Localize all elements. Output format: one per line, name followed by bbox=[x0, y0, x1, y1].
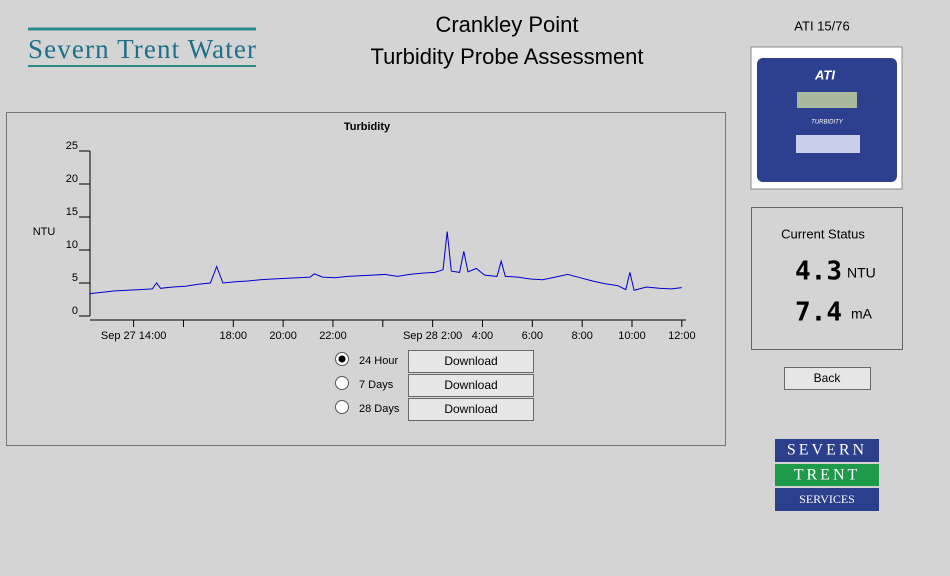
device-lcd bbox=[797, 92, 857, 108]
footer-logo-line: TRENT bbox=[794, 467, 861, 484]
radio-label[interactable]: 7 Days bbox=[359, 379, 394, 391]
page-title: Crankley Point bbox=[435, 12, 578, 37]
device-id: ATI 15/76 bbox=[794, 18, 849, 33]
download-button-label[interactable]: Download bbox=[444, 402, 497, 416]
back-button-label[interactable]: Back bbox=[814, 371, 842, 385]
device-label: TURBIDITY bbox=[811, 120, 844, 126]
download-button-face[interactable] bbox=[408, 398, 534, 421]
x-tick-label: 20:00 bbox=[269, 330, 297, 342]
ma-unit: mA bbox=[851, 306, 873, 322]
footer-logo-band bbox=[775, 488, 879, 511]
y-tick-label: 0 bbox=[72, 305, 78, 317]
ma-value: 7.4 bbox=[795, 298, 842, 328]
x-tick-label: 8:00 bbox=[571, 330, 592, 342]
turbidity-line bbox=[89, 231, 682, 295]
footer-logo-band bbox=[775, 439, 879, 462]
y-tick-label: 20 bbox=[66, 173, 78, 185]
y-tick-label: 15 bbox=[66, 206, 78, 218]
download-button-label[interactable]: Download bbox=[444, 354, 497, 368]
y-tick-label: 10 bbox=[66, 239, 78, 251]
ntu-unit: NTU bbox=[847, 265, 876, 281]
chart-title: Turbidity bbox=[344, 121, 391, 133]
ntu-value: 4.3 bbox=[795, 257, 842, 287]
download-button[interactable]: Download bbox=[408, 398, 534, 421]
download-button-face[interactable] bbox=[408, 350, 534, 373]
x-tick-label: 10:00 bbox=[618, 330, 646, 342]
page-subtitle: Turbidity Probe Assessment bbox=[370, 44, 643, 69]
download-button[interactable]: Download bbox=[408, 350, 534, 373]
footer-logo-line: SEVERN bbox=[787, 442, 867, 459]
device-body bbox=[757, 58, 897, 182]
logo: Severn Trent Water bbox=[28, 34, 256, 64]
footer-logo-band bbox=[775, 464, 879, 486]
back-button-face[interactable] bbox=[784, 367, 871, 390]
x-tick-label: 22:00 bbox=[319, 330, 347, 342]
x-tick-label: 18:00 bbox=[220, 330, 248, 342]
x-tick-label: Sep 27 14:00 bbox=[101, 330, 166, 342]
status-panel bbox=[751, 207, 903, 350]
footer-logo-line: SERVICES bbox=[799, 492, 855, 506]
y-tick-label: 25 bbox=[66, 140, 78, 152]
radio-label[interactable]: 28 Days bbox=[359, 403, 400, 415]
status-title: Current Status bbox=[781, 226, 865, 241]
radio-button[interactable] bbox=[335, 376, 349, 390]
y-axis-label: NTU bbox=[33, 226, 56, 238]
x-tick-label: Sep 28 2:00 bbox=[403, 330, 462, 342]
radio-label[interactable]: 24 Hour bbox=[359, 355, 398, 367]
radio-button[interactable] bbox=[335, 400, 349, 414]
download-button-label[interactable]: Download bbox=[444, 378, 497, 392]
y-tick-label: 5 bbox=[72, 272, 78, 284]
x-tick-label: 4:00 bbox=[472, 330, 493, 342]
chart-panel bbox=[6, 112, 726, 446]
x-tick-label: 6:00 bbox=[522, 330, 543, 342]
download-button[interactable]: Download bbox=[408, 374, 534, 397]
back-button[interactable]: Back bbox=[784, 367, 871, 390]
radio-dot[interactable] bbox=[338, 355, 346, 363]
x-tick-label: 12:00 bbox=[668, 330, 696, 342]
device-keys bbox=[796, 135, 860, 153]
download-button-face[interactable] bbox=[408, 374, 534, 397]
device-brand: ATI bbox=[814, 67, 835, 82]
